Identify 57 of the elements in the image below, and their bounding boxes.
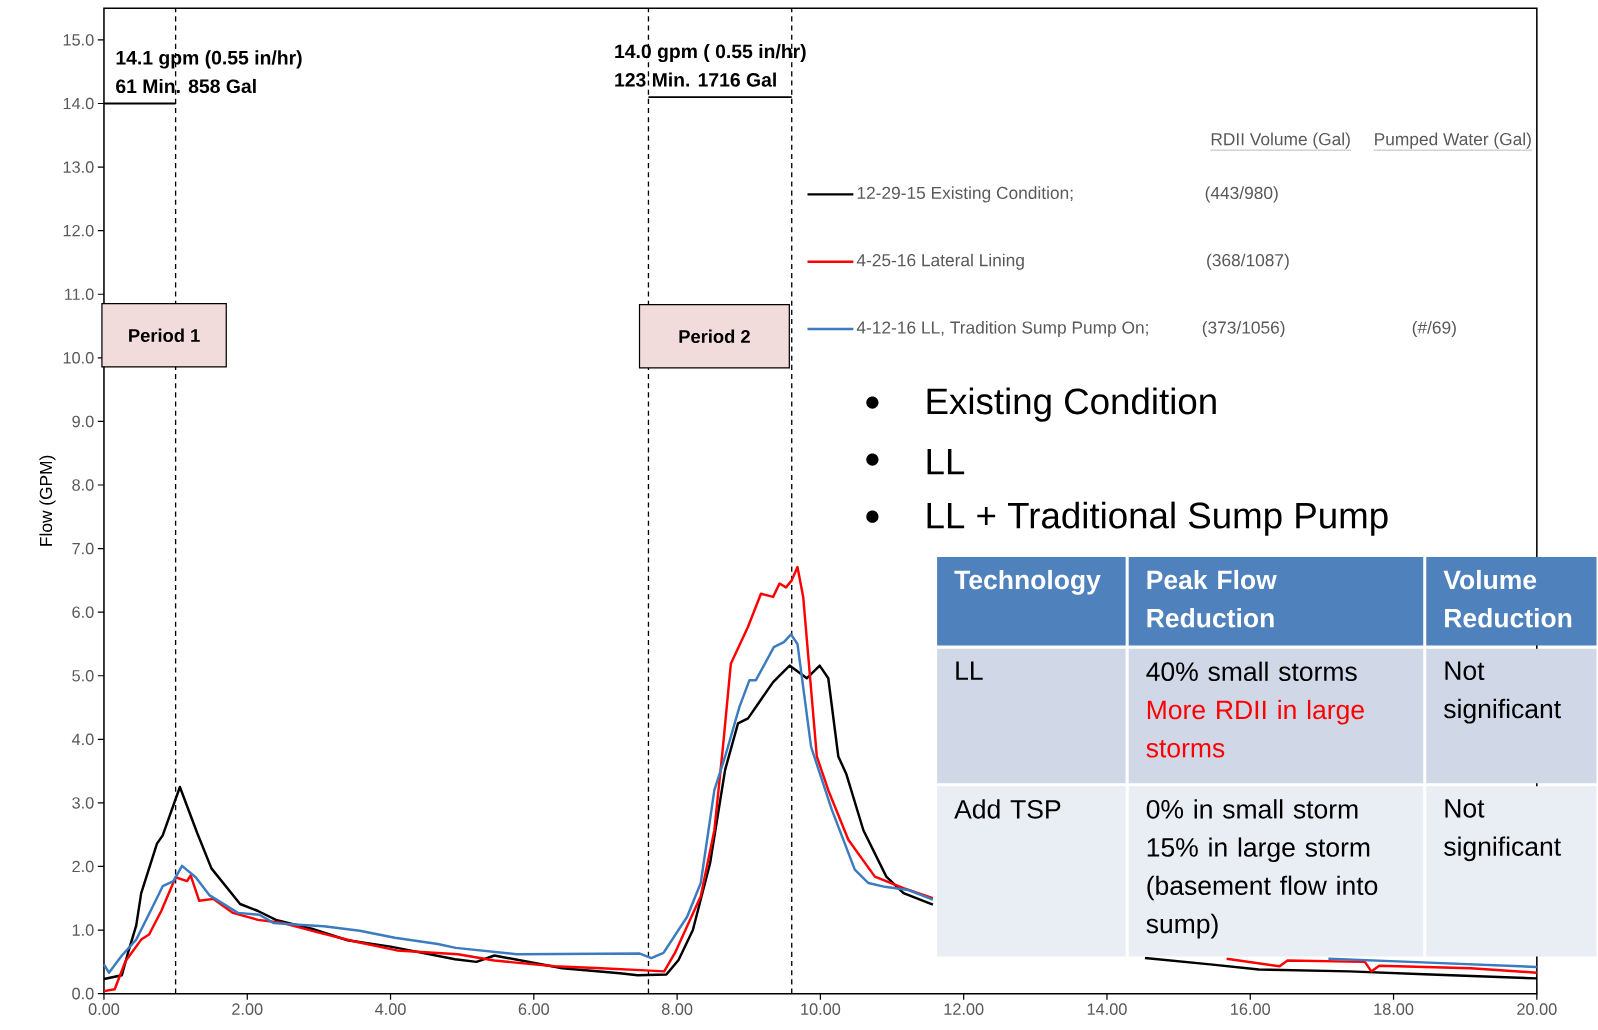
annotation: 40% small storms [1146,661,1357,681]
annotation: Not significant [1444,661,1561,724]
x-tick-label: 2.00 [232,1003,263,1015]
annotation: LL [927,448,965,475]
y-tick-label: 12.0 [63,224,94,237]
y-tick-label: 3.0 [72,796,94,809]
annotation: Existing Condition [927,387,1216,422]
annotation: Not significant [1444,799,1561,861]
y-tick-label: 15.0 [63,34,94,46]
y-tick-label: 11.0 [64,288,94,300]
annotation: (443/980) [1205,186,1278,203]
y-axis-title: Flow (GPM) [39,455,56,546]
annotation: Period 1 [129,328,200,342]
annotation: LL [956,661,983,680]
legend-label: 12-29-15 Existing Condition; [857,186,1073,203]
annotation: RDII Volume (Gal) [1211,132,1350,149]
annotation: 0% in small storm [1146,799,1358,819]
y-tick-label: 2.0 [72,860,94,873]
annotation: (373/1056) [1202,320,1285,337]
y-tick-label: 1.0 [72,924,94,936]
legend-label: 4-12-16 LL, Tradition Sump Pump On; [856,320,1148,337]
legend-label: 4-25-16 Lateral Lining [856,253,1024,270]
x-tick-label: 18.00 [1374,1003,1414,1015]
y-tick-label: 9.0 [72,415,94,428]
annotation: Volume Reduction [1443,569,1572,628]
y-tick-label: 13.0 [63,161,94,173]
annotation: Technology [954,569,1101,595]
annotation: 61 Min. 858 Gal [116,78,256,93]
y-tick-label: 6.0 [72,606,94,618]
annotation: Add TSP [954,799,1061,819]
y-tick-label: 7.0 [72,542,94,555]
annotation: Pumped Water (Gal) [1375,132,1531,149]
y-tick-label: 10.0 [63,351,94,364]
y-tick-label: 14.0 [63,97,94,110]
annotation: More RDII in large storms [1146,699,1364,758]
x-tick-label: 20.00 [1517,1003,1557,1015]
x-tick-label: 12.00 [944,1003,984,1015]
annotation: Peak Flow Reduction [1147,569,1277,628]
annotation: 14.0 gpm ( 0.55 in/hr) [615,43,806,62]
x-tick-label: 14.00 [1087,1003,1127,1015]
y-tick-label: 0.0 [72,987,94,1000]
x-tick-label: 4.00 [375,1003,406,1015]
annotation: 123 Min. 1716 Gal [615,72,776,87]
x-tick-label: 8.00 [661,1003,693,1015]
x-tick-label: 0.00 [88,1003,120,1015]
y-tick-label: 4.0 [71,733,94,745]
annotation: Period 2 [679,329,750,343]
annotation: LL + Traditional Sump Pump [927,501,1388,536]
x-tick-label: 16.00 [1231,1003,1271,1015]
annotation: 15% in large storm (basement flow into sump) [1146,837,1378,939]
annotation: 14.1 gpm (0.55 in/hr) [116,50,302,69]
annotation: (#/69) [1412,320,1456,337]
annotation: (368/1087) [1207,253,1289,270]
x-tick-label: 6.00 [518,1003,550,1015]
x-tick-label: 10.00 [801,1003,841,1015]
y-tick-label: 8.0 [72,479,94,491]
y-tick-label: 5.0 [72,669,94,682]
